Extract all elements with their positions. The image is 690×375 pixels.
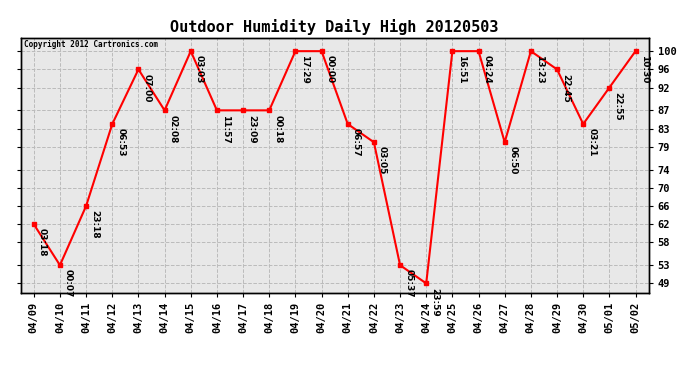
Text: 02:08: 02:08: [169, 114, 178, 143]
Text: 03:18: 03:18: [38, 228, 47, 257]
Text: 03:03: 03:03: [195, 56, 204, 84]
Text: Copyright 2012 Cartronics.com: Copyright 2012 Cartronics.com: [24, 40, 158, 49]
Text: 11:57: 11:57: [221, 114, 230, 143]
Text: 00:00: 00:00: [326, 56, 335, 84]
Text: 23:18: 23:18: [90, 210, 99, 239]
Text: 23:09: 23:09: [247, 114, 256, 143]
Text: 10:30: 10:30: [640, 56, 649, 84]
Text: 13:23: 13:23: [535, 56, 544, 84]
Text: 07:00: 07:00: [143, 74, 152, 102]
Text: 17:29: 17:29: [299, 56, 308, 84]
Text: 06:53: 06:53: [117, 128, 126, 157]
Text: 00:18: 00:18: [273, 114, 282, 143]
Text: 00:07: 00:07: [64, 269, 73, 298]
Text: 06:50: 06:50: [509, 146, 518, 175]
Text: 04:24: 04:24: [483, 56, 492, 84]
Text: 16:51: 16:51: [457, 56, 466, 84]
Title: Outdoor Humidity Daily High 20120503: Outdoor Humidity Daily High 20120503: [170, 19, 499, 35]
Text: 06:57: 06:57: [352, 128, 361, 157]
Text: 03:21: 03:21: [587, 128, 596, 157]
Text: 05:37: 05:37: [404, 269, 413, 298]
Text: 22:55: 22:55: [613, 92, 622, 120]
Text: 23:59: 23:59: [431, 288, 440, 316]
Text: 22:45: 22:45: [561, 74, 570, 102]
Text: 03:05: 03:05: [378, 146, 387, 175]
